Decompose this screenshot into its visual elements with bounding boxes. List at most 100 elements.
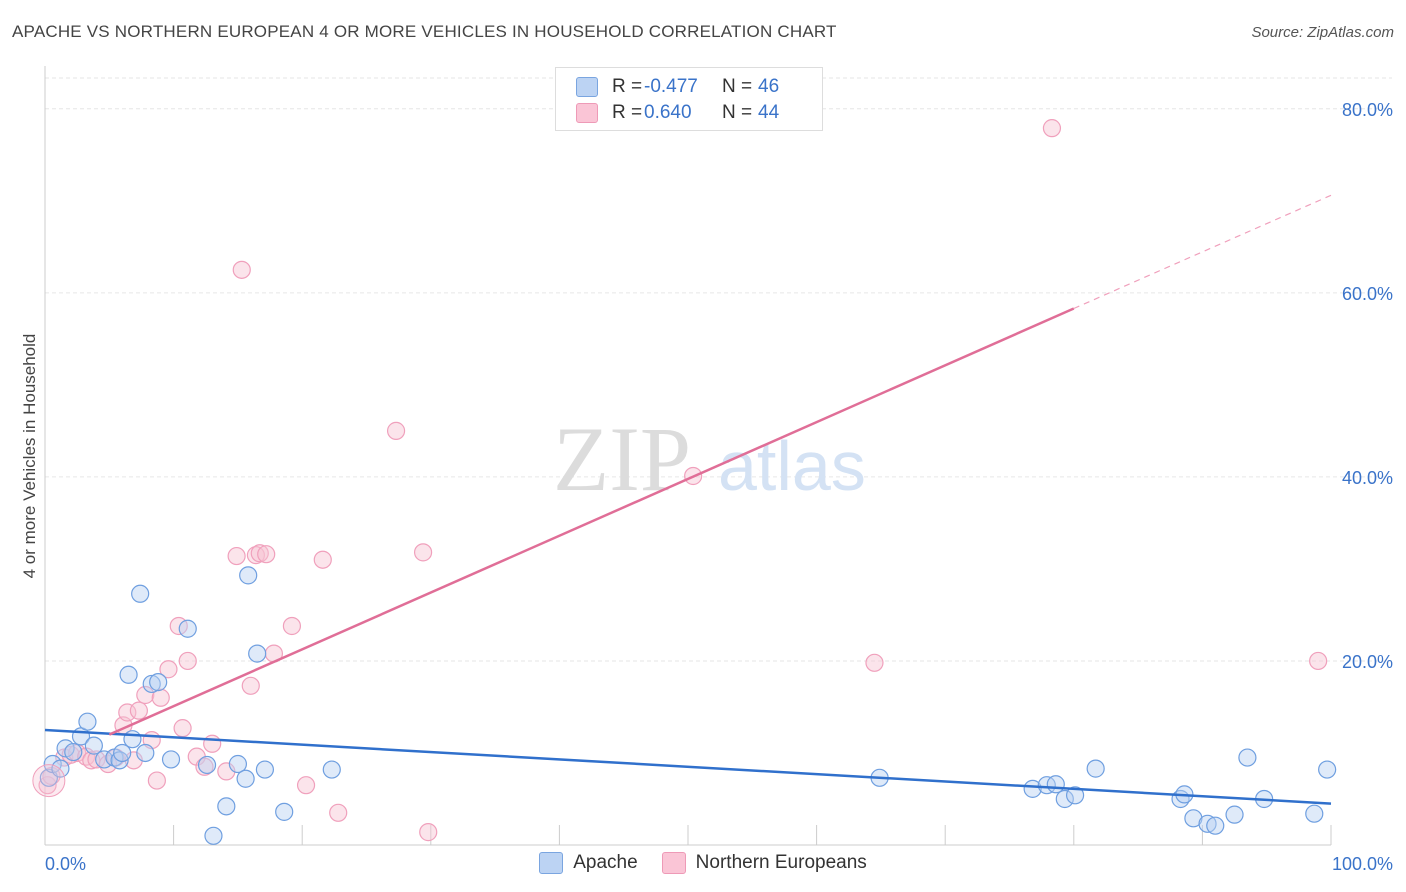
apache-point [1184, 809, 1203, 828]
northern-point [250, 544, 269, 563]
northern-legend-icon [661, 852, 686, 874]
y-tick-label: 40.0% [1342, 468, 1393, 488]
apache-legend-icon [539, 852, 564, 874]
northern-point [227, 546, 246, 566]
y-tick-label: 80.0% [1342, 100, 1393, 120]
apache-swatch-icon [576, 77, 598, 97]
legend-n-label: N = [722, 76, 753, 97]
apache-trend-line [44, 728, 1332, 805]
northern-point [386, 421, 406, 440]
northern-point [1042, 119, 1062, 138]
northern-point [329, 803, 348, 822]
apache-point [1046, 775, 1065, 794]
apache-point [110, 751, 129, 770]
northern-point [32, 764, 66, 798]
apache-point [236, 769, 255, 788]
legend-n-label: N = [722, 102, 753, 123]
apache-point [178, 619, 197, 638]
northern-point [38, 776, 57, 795]
apache-point [113, 743, 132, 763]
apache-point [1238, 748, 1257, 767]
series-legend: Apache Northern Europeans [0, 852, 1406, 874]
legend-n-value: 44 [758, 102, 780, 123]
northern-point [118, 703, 137, 722]
apache-point [322, 760, 341, 779]
northern-point [87, 750, 106, 769]
legend-r-value: 0.640 [644, 102, 692, 123]
apache-point [1023, 779, 1042, 798]
northern-point [203, 734, 222, 753]
apache-point [78, 712, 97, 731]
apache-point [136, 743, 155, 763]
legend-row-northern: R = 0.640 N = 44 [576, 100, 779, 126]
northern-point [419, 823, 438, 842]
apache-point [1086, 759, 1105, 778]
apache-point [255, 760, 275, 779]
apache-point [1065, 786, 1085, 805]
legend-label-northern: Northern Europeans [695, 852, 867, 873]
legend-label-apache: Apache [573, 852, 638, 873]
source-label: Source: ZipAtlas.com [1251, 24, 1394, 41]
axis-layer: 20.0% 40.0% 60.0% 80.0% 0.0% 100.0% [44, 66, 1393, 874]
legend-item-northern: Northern Europeans [661, 852, 867, 874]
apache-point [1305, 804, 1324, 823]
northern-point [159, 660, 178, 679]
apache-point [119, 665, 138, 684]
northern-point [296, 776, 316, 795]
northern-point [232, 260, 251, 279]
legend-r-label: R = [612, 102, 643, 123]
apache-point [64, 742, 83, 762]
legend-item-apache: Apache [539, 852, 638, 874]
trend-layer [44, 194, 1332, 805]
y-tick-label: 60.0% [1342, 284, 1393, 304]
northern-point [195, 757, 214, 776]
northern-point [241, 676, 260, 695]
northern-point [1309, 651, 1328, 671]
apache-point [275, 802, 294, 821]
legend-n-value: 46 [758, 76, 780, 97]
legend-r-label: R = [612, 76, 643, 97]
apache-point [149, 673, 168, 692]
apache-point [161, 750, 181, 769]
apache-point [228, 754, 247, 774]
northern-trend-extension [1073, 194, 1332, 310]
northern-point [129, 701, 148, 720]
y-tick-label: 20.0% [1342, 652, 1393, 672]
northern-point [173, 719, 192, 738]
watermark-atlas: atlas [718, 427, 866, 505]
apache-point [239, 566, 258, 585]
apache-point [131, 584, 150, 603]
apache-point [1055, 789, 1074, 809]
watermark-zip: ZIP [553, 408, 691, 510]
northern-point [413, 543, 433, 562]
northern-point [151, 688, 170, 707]
apache-point [217, 797, 236, 816]
apache-point [197, 755, 217, 775]
points-layer [32, 119, 1337, 845]
apache-point [1318, 760, 1337, 779]
x-tick-label: 100.0% [1332, 854, 1393, 874]
northern-trend-line [108, 307, 1075, 736]
x-tick-label: 0.0% [45, 854, 86, 874]
northern-point [147, 771, 166, 790]
apache-point [204, 826, 223, 845]
y-axis-label: 4 or more Vehicles in Household [20, 334, 39, 579]
northern-swatch-icon [576, 103, 598, 123]
apache-point [142, 674, 161, 694]
apache-point [123, 730, 142, 749]
legend-r-value: -0.477 [644, 76, 698, 97]
apache-point [84, 736, 103, 755]
northern-point [282, 616, 302, 636]
apache-point [1225, 805, 1244, 824]
northern-point [257, 545, 276, 564]
northern-point [313, 550, 332, 569]
correlation-legend: R = -0.477 N = 46 R = 0.640 N = 44 [555, 67, 823, 131]
apache-point [51, 759, 70, 778]
apache-point [1206, 816, 1225, 835]
northern-point [178, 651, 197, 671]
chart-title: APACHE VS NORTHERN EUROPEAN 4 OR MORE VE… [12, 22, 837, 41]
apache-point [248, 644, 267, 663]
northern-point [865, 653, 884, 672]
northern-point [136, 685, 155, 705]
